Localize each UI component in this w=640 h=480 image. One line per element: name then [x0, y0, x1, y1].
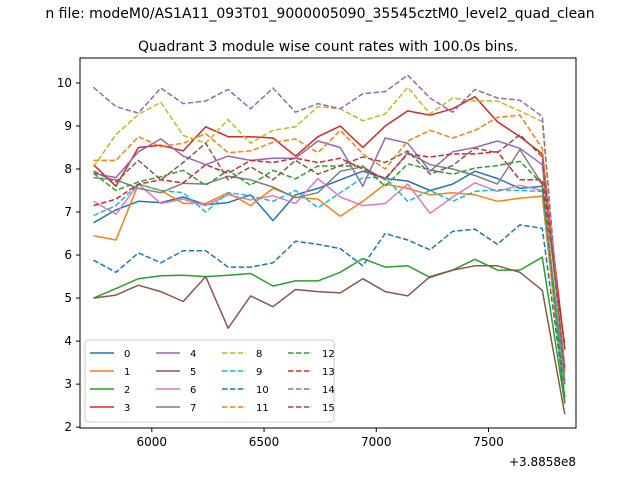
x-tick-label: 6500 — [249, 435, 280, 449]
series-line-2 — [93, 256, 566, 404]
series-line-1 — [93, 183, 566, 402]
legend-label-7: 7 — [190, 403, 196, 414]
legend-label-13: 13 — [322, 367, 335, 378]
y-tick-label: 3 — [64, 377, 72, 391]
legend-label-6: 6 — [190, 385, 196, 396]
series-line-6 — [93, 177, 566, 380]
series-line-11 — [93, 114, 566, 372]
legend-label-14: 14 — [322, 385, 335, 396]
series-line-13 — [93, 151, 566, 346]
legend-label-4: 4 — [190, 349, 196, 360]
y-tick-label: 10 — [57, 76, 72, 90]
series-line-5 — [93, 265, 566, 415]
y-tick-label: 4 — [64, 334, 72, 348]
legend-box — [84, 339, 335, 423]
y-tick-label: 8 — [64, 162, 72, 176]
x-tick-label: 6000 — [137, 435, 168, 449]
y-tick-label: 9 — [64, 119, 72, 133]
series-line-7 — [93, 148, 566, 385]
axes-frame — [79, 57, 577, 429]
y-tick-label: 5 — [64, 291, 72, 305]
series-line-8 — [92, 86, 566, 378]
y-tick-label: 2 — [64, 420, 72, 434]
series-line-9 — [93, 176, 566, 385]
x-axis-offset-label: +3.8858e8 — [509, 455, 576, 469]
series-line-10 — [93, 224, 566, 398]
series-line-3 — [92, 95, 566, 350]
series-line-15 — [93, 133, 566, 372]
series-layer — [92, 74, 566, 415]
legend-label-3: 3 — [124, 403, 130, 414]
y-axis-ticks: 2 3 4 5 6 7 8 9 10 — [57, 76, 80, 434]
y-tick-label: 6 — [64, 248, 72, 262]
legend-label-2: 2 — [124, 385, 130, 396]
legend-label-9: 9 — [256, 367, 262, 378]
chart-title: Quadrant 3 module wise count rates with … — [138, 39, 518, 55]
legend-label-5: 5 — [190, 367, 196, 378]
series-line-14 — [93, 74, 566, 385]
legend-label-0: 0 — [124, 349, 130, 360]
legend-label-12: 12 — [322, 349, 335, 360]
x-axis-ticks: 6000 6500 7000 7500 — [137, 428, 504, 449]
x-tick-label: 7500 — [473, 435, 504, 449]
y-tick-label: 7 — [64, 205, 72, 219]
legend-label-15: 15 — [322, 403, 335, 414]
x-tick-label: 7000 — [361, 435, 392, 449]
series-line-0 — [93, 170, 566, 404]
series-line-12 — [93, 160, 566, 398]
legend-label-1: 1 — [124, 367, 130, 378]
legend-label-11: 11 — [256, 403, 269, 414]
legend-label-8: 8 — [256, 349, 262, 360]
figure-suptitle: n file: modeM0/AS1A11_093T01_9000005090_… — [45, 6, 594, 22]
series-line-4 — [93, 137, 566, 367]
legend-label-10: 10 — [256, 385, 269, 396]
